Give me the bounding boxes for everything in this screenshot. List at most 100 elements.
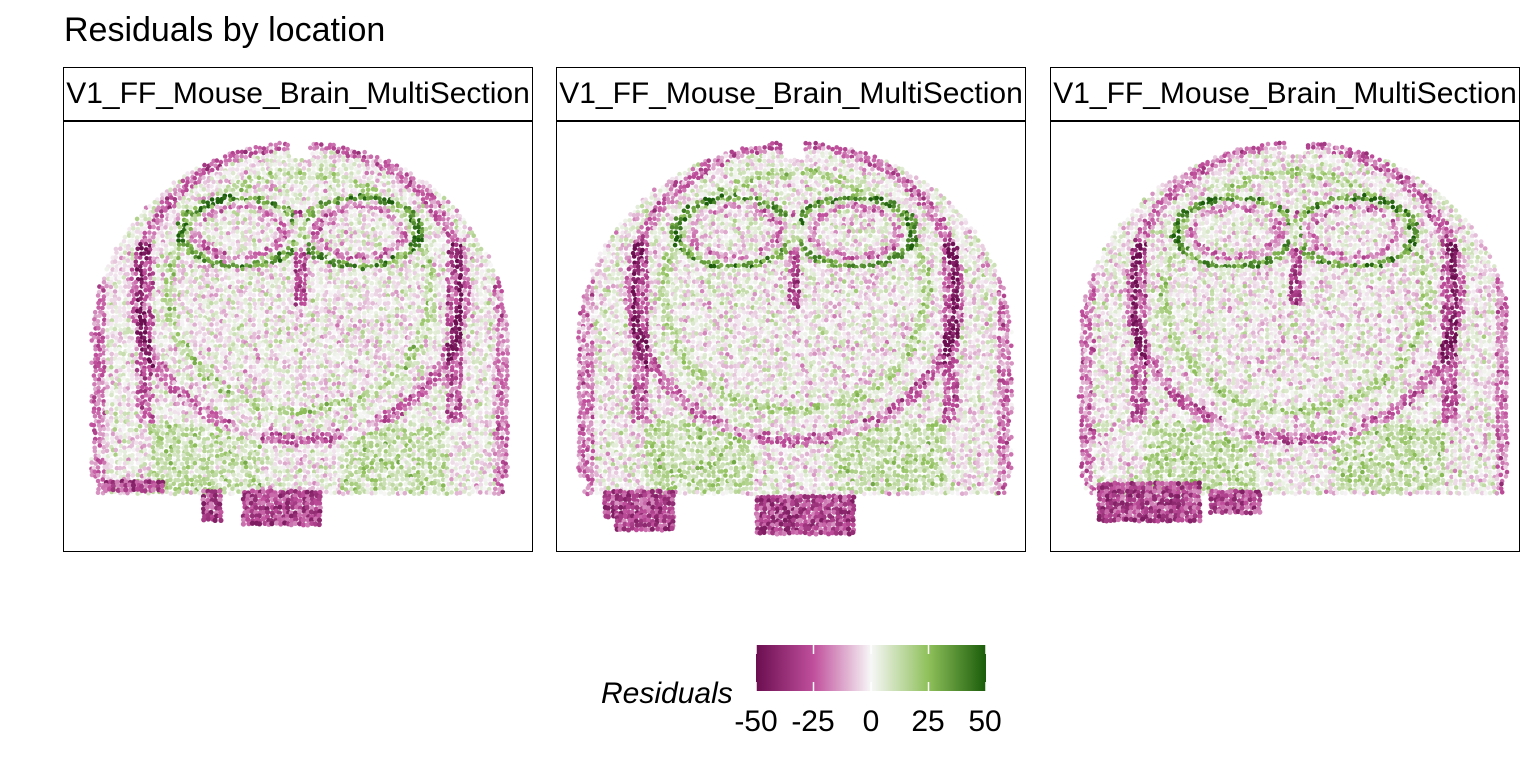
residual-point: [234, 296, 240, 302]
residual-point: [431, 359, 437, 364]
residual-point: [394, 222, 400, 228]
residual-point: [408, 242, 414, 247]
residual-point: [432, 187, 437, 193]
residual-point: [206, 336, 211, 341]
residual-point: [373, 166, 378, 172]
residual-point: [273, 251, 278, 256]
residual-point: [486, 268, 491, 273]
residual-point: [194, 171, 199, 176]
residual-point: [466, 237, 471, 243]
residual-point: [206, 359, 212, 365]
residual-point: [192, 201, 198, 207]
residual-point: [326, 317, 332, 323]
residual-point: [356, 150, 361, 156]
residual-point: [362, 149, 368, 155]
residual-point: [234, 154, 240, 159]
residual-point: [113, 347, 118, 352]
residual-point: [202, 264, 207, 270]
residual-point: [125, 329, 130, 335]
residual-point: [232, 255, 238, 261]
residual-point: [343, 191, 349, 197]
residual-point: [159, 247, 164, 253]
residual-point: [164, 355, 169, 360]
residual-point: [319, 183, 324, 189]
residual-point: [263, 149, 269, 155]
residual-point: [247, 237, 252, 242]
residual-point: [268, 248, 273, 253]
residual-point: [327, 330, 332, 336]
residual-point: [196, 377, 202, 382]
residual-point: [109, 376, 115, 381]
residual-point: [486, 367, 491, 373]
residual-point: [419, 248, 425, 253]
residual-point: [117, 359, 123, 365]
residual-point: [445, 203, 450, 209]
residual-point: [448, 301, 454, 307]
residual-point: [126, 284, 132, 289]
residual-point: [117, 292, 122, 297]
residual-point: [202, 287, 208, 293]
residual-point: [378, 385, 383, 391]
residual-point: [193, 326, 198, 332]
residual-point: [104, 266, 110, 272]
residual-point: [424, 264, 430, 269]
residual-point: [264, 359, 269, 365]
residual-point: [159, 196, 165, 201]
residual-point: [352, 234, 357, 240]
residual-point: [257, 149, 263, 154]
residual-point: [251, 213, 256, 218]
residual-point: [298, 217, 304, 222]
residual-point: [230, 167, 236, 172]
residual-point: [368, 195, 374, 200]
residual-point: [137, 342, 143, 348]
residual-point: [353, 277, 358, 282]
residual-point: [318, 342, 324, 348]
residual-point: [247, 264, 253, 269]
residual-point: [449, 259, 455, 265]
residual-point: [415, 294, 421, 299]
residual-point: [102, 276, 107, 282]
residual-point: [192, 213, 198, 219]
residual-point: [188, 325, 194, 331]
residual-point: [448, 310, 454, 315]
residual-point: [445, 342, 450, 348]
residual-point: [147, 351, 152, 356]
residual-point: [348, 377, 354, 382]
residual-point: [463, 323, 468, 328]
residual-point: [412, 200, 417, 205]
residual-point: [278, 233, 284, 239]
residual-point: [411, 288, 417, 293]
residual-point: [373, 259, 379, 264]
residual-point: [164, 385, 169, 391]
residual-point: [324, 388, 329, 394]
residual-point: [110, 309, 115, 314]
residual-point: [394, 313, 400, 319]
residual-point: [167, 263, 173, 268]
residual-point: [193, 222, 199, 227]
residual-point: [118, 242, 124, 247]
residual-point: [310, 157, 315, 163]
residual-point: [184, 230, 190, 235]
residual-point: [301, 251, 307, 257]
residual-point: [336, 192, 342, 197]
residual-point: [172, 225, 178, 230]
residual-point: [462, 251, 467, 256]
residual-point: [436, 243, 442, 248]
residual-point: [391, 275, 397, 280]
residual-point: [314, 234, 319, 240]
residual-point: [301, 359, 307, 365]
residual-point: [248, 373, 253, 379]
residual-point: [307, 220, 312, 226]
residual-point: [450, 214, 456, 220]
residual-point: [196, 309, 202, 315]
residual-point: [500, 305, 505, 311]
residual-point: [394, 264, 400, 269]
residual-point: [277, 140, 282, 146]
residual-point: [301, 288, 307, 293]
residual-point: [180, 252, 185, 257]
residual-point: [390, 363, 396, 369]
residual-point: [396, 184, 401, 189]
residual-point: [378, 237, 384, 243]
residual-point: [138, 241, 143, 247]
residual-point: [377, 300, 382, 306]
